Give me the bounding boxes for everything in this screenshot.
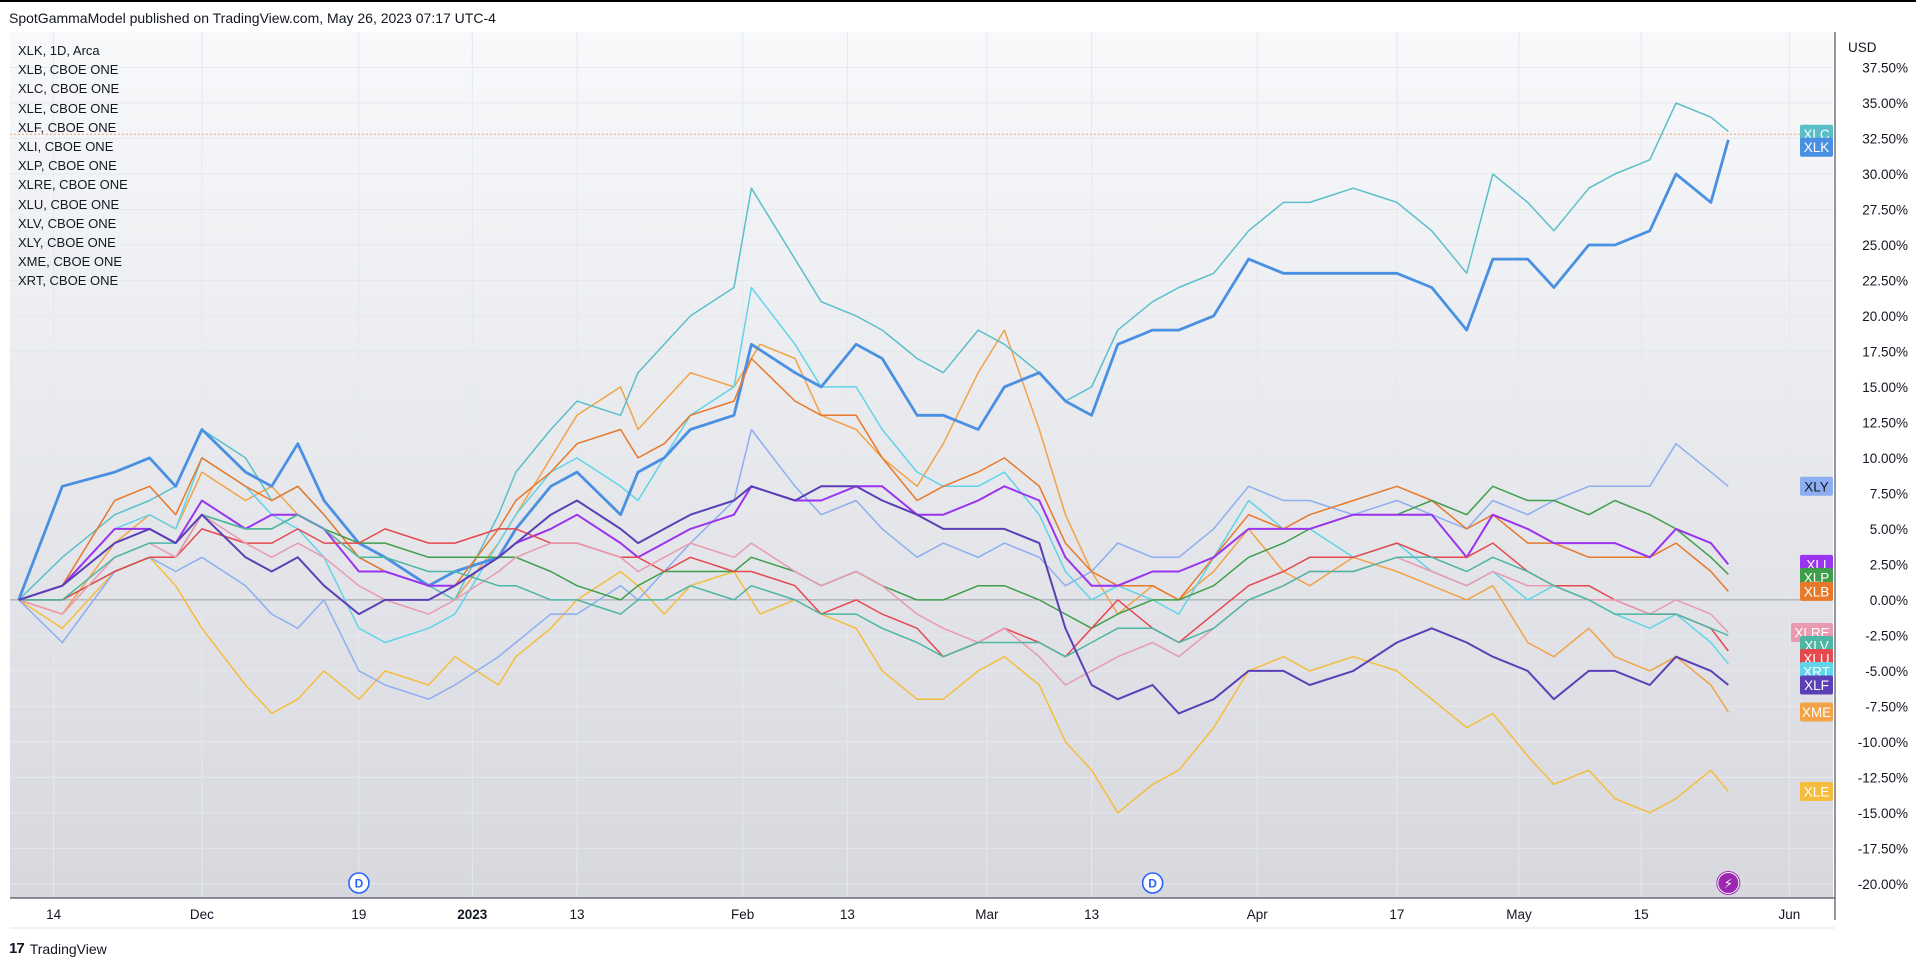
series-lines	[17, 102, 1730, 814]
y-tick-label: 35.00%	[1862, 96, 1908, 111]
x-tick-label: 13	[1084, 907, 1099, 922]
svg-text:XLF: XLF	[1804, 678, 1829, 693]
dividend-marker-icon[interactable]: D	[1141, 872, 1164, 894]
legend-item[interactable]: XLU, CBOE ONE	[18, 196, 120, 212]
y-tick-label: 2.50%	[1870, 557, 1908, 572]
legend-item[interactable]: XLV, CBOE ONE	[18, 215, 117, 231]
y-tick-label: -2.50%	[1865, 628, 1908, 643]
x-tick-label: 19	[351, 907, 366, 922]
svg-text:D: D	[355, 877, 364, 891]
x-tick-label: Jun	[1778, 907, 1800, 922]
x-tick-label: 13	[840, 907, 855, 922]
svg-text:XLY: XLY	[1804, 479, 1829, 494]
y-tick-label: 12.50%	[1862, 415, 1908, 430]
price-badge-xlk: XLK	[1800, 137, 1833, 157]
x-tick-label: Mar	[975, 907, 999, 922]
series-line-xlv[interactable]	[18, 513, 1729, 658]
svg-text:XME: XME	[1802, 705, 1831, 720]
price-badge-xly: XLY	[1800, 476, 1833, 496]
series-line-xle[interactable]	[18, 556, 1729, 814]
svg-text:XLE: XLE	[1804, 785, 1830, 800]
publish-header: SpotGammaModel published on TradingView.…	[9, 10, 496, 26]
y-axis[interactable]: USD 37.50% 35.00% 32.50% 30.00% 27.50% 25.00% 2…	[1834, 32, 1908, 920]
x-tick-label: Feb	[731, 907, 754, 922]
price-badge-xme: XME	[1800, 702, 1833, 722]
y-tick-label: 5.00%	[1870, 522, 1908, 537]
series-line-xlb[interactable]	[18, 357, 1729, 601]
legend-item[interactable]: XLC, CBOE ONE	[18, 81, 120, 97]
svg-text:XLK: XLK	[1804, 140, 1830, 155]
series-legend: XLK, 1D, Arca XLB, CBOE ONE XLC, CBOE ON…	[18, 41, 128, 291]
series-line-xlu[interactable]	[18, 528, 1729, 658]
series-line-xlre[interactable]	[18, 513, 1729, 686]
x-axis[interactable]: 14 Dec 19 2023 13 Feb 13 Mar 13 Apr 17 May 15 Jun	[10, 897, 1835, 929]
series-line-xlf[interactable]	[18, 485, 1729, 715]
y-tick-label: 17.50%	[1862, 344, 1908, 359]
legend-item[interactable]: XLB, CBOE ONE	[18, 62, 119, 78]
x-tick-label: 14	[46, 907, 62, 922]
event-markers: D D ⚡	[348, 871, 1741, 895]
legend-item[interactable]: XLF, CBOE ONE	[18, 119, 117, 135]
legend-item[interactable]: XME, CBOE ONE	[18, 254, 123, 270]
price-badge-xle: XLE	[1800, 782, 1833, 802]
legend-item[interactable]: XLI, CBOE ONE	[18, 139, 114, 155]
brand-name: TradingView	[29, 940, 107, 957]
x-tick-label: 13	[569, 907, 584, 922]
price-badge-xlf: XLF	[1800, 675, 1833, 695]
y-tick-label: 10.00%	[1862, 451, 1908, 466]
x-tick-label: 17	[1389, 907, 1404, 922]
x-tick-label: Apr	[1247, 907, 1269, 922]
legend-item[interactable]: XLRE, CBOE ONE	[18, 177, 128, 193]
legend-item[interactable]: XRT, CBOE ONE	[18, 273, 119, 289]
svg-text:D: D	[1148, 877, 1157, 891]
y-tick-label: 37.50%	[1862, 60, 1908, 75]
y-tick-label: -15.00%	[1858, 806, 1908, 821]
legend-item[interactable]: XLY, CBOE ONE	[18, 235, 116, 251]
y-tick-label: -20.00%	[1858, 877, 1908, 892]
plot-background	[10, 32, 1833, 898]
footer-brand: 17 TradingView	[9, 940, 107, 957]
y-tick-label: -12.50%	[1858, 770, 1908, 785]
y-tick-label: 30.00%	[1862, 167, 1908, 182]
y-tick-label: -7.50%	[1865, 699, 1908, 714]
svg-text:XLB: XLB	[1804, 584, 1830, 599]
y-tick-label: 0.00%	[1870, 593, 1908, 608]
y-tick-label: 20.00%	[1862, 309, 1908, 324]
legend-item[interactable]: XLK, 1D, Arca	[18, 43, 100, 58]
series-line-xlk[interactable]	[17, 139, 1730, 601]
earnings-marker-icon[interactable]: ⚡	[1716, 871, 1741, 895]
y-tick-label: 25.00%	[1862, 238, 1908, 253]
y-tick-label: -17.50%	[1858, 841, 1908, 856]
x-tick-label: Dec	[190, 907, 214, 922]
legend-item[interactable]: XLE, CBOE ONE	[18, 100, 119, 116]
price-badge-xlb: XLB	[1800, 581, 1833, 601]
dividend-marker-icon[interactable]: D	[348, 872, 370, 894]
y-tick-label: 27.50%	[1862, 202, 1908, 217]
y-tick-label: 32.50%	[1862, 131, 1908, 146]
y-tick-label: 22.50%	[1862, 273, 1908, 288]
x-tick-label: May	[1506, 907, 1532, 922]
y-axis-unit: USD	[1848, 40, 1877, 55]
svg-text:XLP: XLP	[1804, 570, 1830, 585]
grid-lines	[10, 32, 1833, 898]
svg-text:⚡: ⚡	[1724, 877, 1733, 892]
x-tick-label: 2023	[457, 907, 488, 922]
y-tick-label: 7.50%	[1870, 486, 1908, 501]
y-tick-label: -10.00%	[1858, 735, 1908, 750]
x-tick-label: 15	[1634, 907, 1649, 922]
tradingview-logo-icon: 17	[9, 940, 25, 957]
y-tick-label: 15.00%	[1862, 380, 1908, 395]
legend-item[interactable]: XLP, CBOE ONE	[18, 158, 117, 174]
y-tick-label: -5.00%	[1865, 664, 1908, 679]
